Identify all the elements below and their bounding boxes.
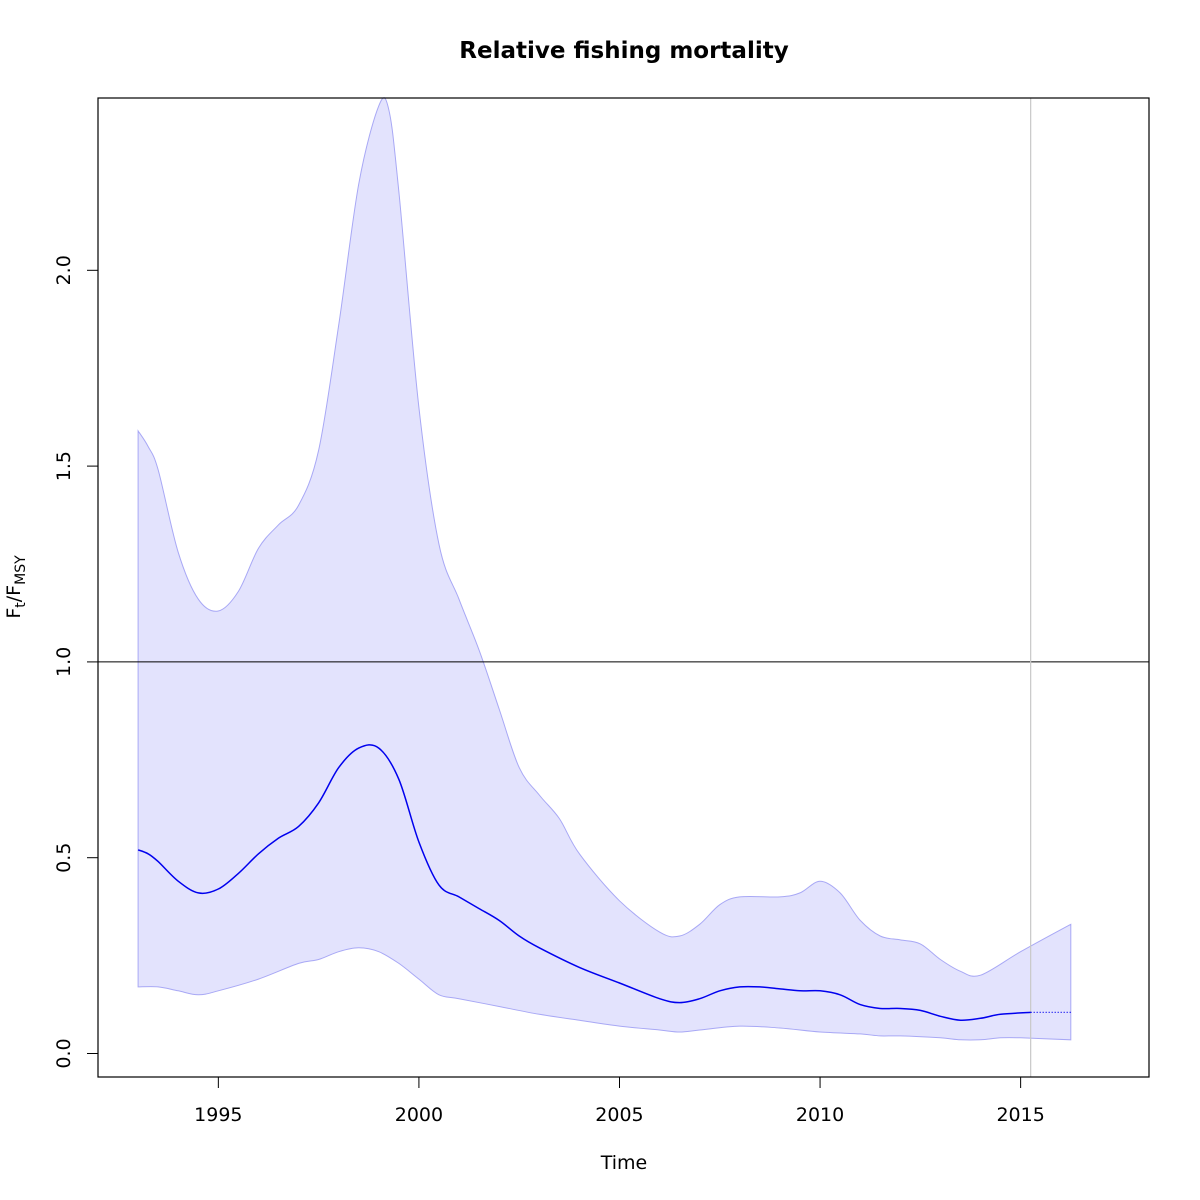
plot-area	[98, 97, 1149, 1077]
y-label-sep: /	[3, 595, 25, 602]
y-tick-label: 2.0	[53, 255, 75, 285]
y-axis: 0.0 0.5 1.0 1.5 2.0	[53, 255, 99, 1069]
x-tick-label: 2015	[996, 1104, 1044, 1126]
x-tick-label: 2010	[796, 1104, 844, 1126]
x-tick-label: 2000	[395, 1104, 443, 1126]
y-label-sub1: t	[13, 602, 29, 608]
chart-title: Relative fishing mortality	[459, 38, 788, 64]
x-tick-label: 2005	[595, 1104, 643, 1126]
y-tick-label: 0.5	[53, 843, 75, 873]
x-axis-label: Time	[600, 1152, 648, 1174]
svg-text:Ft/FMSY: Ft/FMSY	[3, 555, 29, 619]
y-tick-label: 1.5	[53, 451, 75, 481]
x-axis: 1995 2000 2005 2010 2015	[194, 1076, 1045, 1126]
x-tick-label: 1995	[194, 1104, 242, 1126]
y-tick-label: 0.0	[53, 1038, 75, 1068]
estimate-line	[137, 744, 1031, 1021]
y-tick-label: 1.0	[53, 647, 75, 677]
y-label-sub2: MSY	[13, 555, 29, 585]
y-label-main: F	[3, 608, 25, 619]
y-label-main2: F	[3, 585, 25, 596]
y-axis-label: Ft/FMSY	[3, 555, 29, 619]
confidence-band	[137, 97, 1072, 1041]
